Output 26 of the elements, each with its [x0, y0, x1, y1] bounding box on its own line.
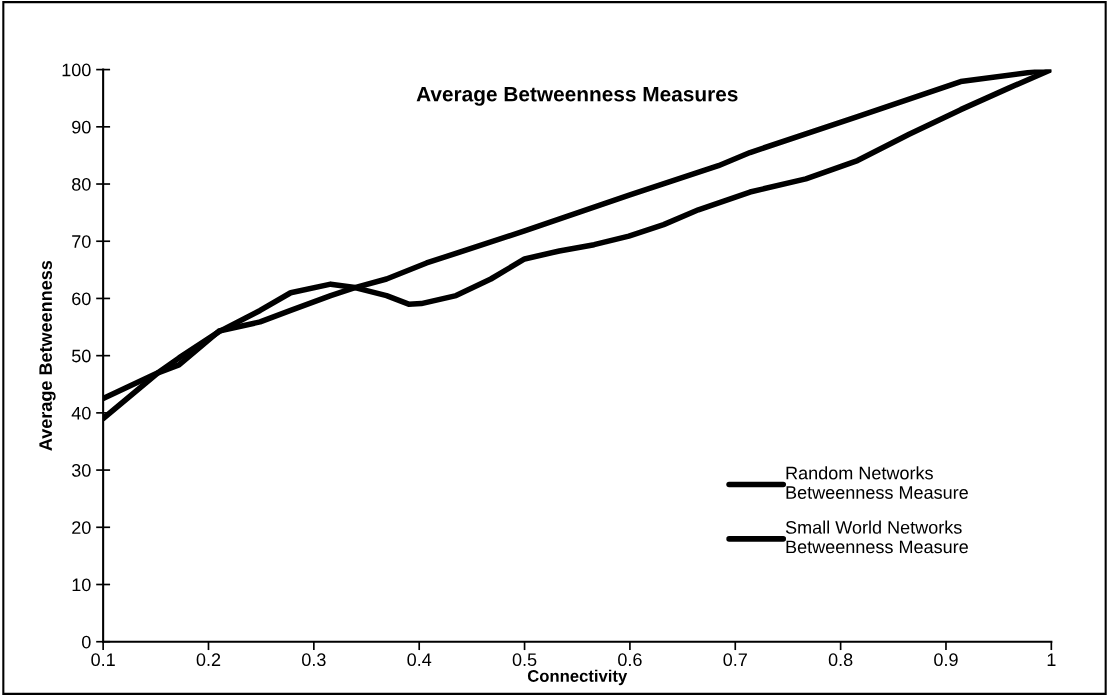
x-axis-title: Connectivity	[527, 669, 628, 686]
y-tick-label: 10	[72, 578, 91, 592]
x-tick-label: 0.1	[91, 653, 115, 667]
y-tick-label: 60	[72, 292, 91, 306]
x-tick-label: 1	[1047, 653, 1056, 666]
legend-label: Random Networks Betweenness Measure	[786, 466, 968, 499]
x-tick-label: 0.6	[618, 653, 642, 667]
y-tick-label: 20	[72, 521, 91, 535]
x-tick-label: 0.7	[723, 653, 747, 667]
y-tick-label: 0	[82, 635, 91, 649]
legend-label: Small World Networks Betweenness Measure	[785, 520, 968, 554]
text: Average Betweenness Measures	[416, 86, 738, 106]
y-tick-label: 100	[62, 63, 91, 77]
y-tick-label: 80	[72, 177, 91, 191]
x-tick-label: 0.4	[407, 653, 432, 667]
x-tick-label: 0.2	[196, 653, 221, 667]
y-tick-label: 70	[72, 235, 91, 248]
y-tick-label: 90	[72, 120, 91, 134]
x-tick-label: 0.9	[934, 653, 958, 667]
y-tick-label: 50	[71, 349, 91, 363]
y-tick-label: 40	[71, 406, 91, 420]
y-axis-title: Average Betweenness	[39, 260, 56, 451]
x-tick-label: 0.8	[828, 653, 853, 667]
x-tick-label: 0.5	[512, 653, 537, 667]
y-tick-label: 30	[71, 464, 91, 477]
x-tick-label: 0.3	[302, 653, 326, 667]
